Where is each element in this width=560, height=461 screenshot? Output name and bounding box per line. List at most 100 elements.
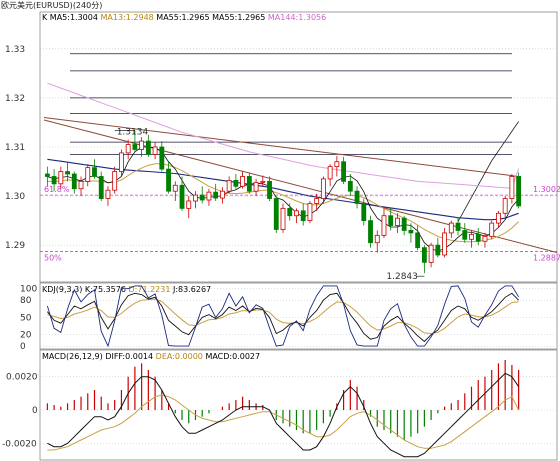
ma144-line: [47, 82, 520, 189]
candle-body: [496, 212, 501, 224]
legend-entry: MA144:1.3056: [268, 13, 326, 22]
y-tick-label: 1.33: [5, 45, 25, 55]
window-title: 欧元美元: [1, 1, 33, 10]
candle-body: [246, 176, 252, 192]
candle-body: [199, 194, 205, 201]
candle-body: [395, 217, 400, 226]
candle-body: [462, 230, 468, 240]
window-title-bar: 欧元美元(EURUSD)(240分): [0, 0, 560, 11]
candle-body: [469, 233, 474, 240]
candle-body: [408, 230, 414, 234]
candle-body: [267, 180, 272, 199]
candle-body: [448, 222, 454, 234]
candle-body: [166, 168, 171, 192]
y-tick-label: 0: [20, 342, 26, 352]
macd-panel: MACD(26,12,9) DIFF:0.0014 DEA:0.0000 MAC…: [2, 349, 558, 461]
legend-entry: J:83.6267: [172, 285, 211, 294]
drawn-line: [491, 121, 519, 161]
candle-body: [44, 173, 50, 177]
candle-body: [381, 215, 387, 236]
legend-entry: MACD(26,12,9): [42, 352, 103, 361]
panel-legend: MACD(26,12,9) DIFF:0.0014 DEA:0.0000 MAC…: [42, 352, 260, 361]
candle-body: [489, 222, 495, 237]
candle-body: [51, 176, 57, 185]
candle-body: [78, 180, 84, 190]
y-tick-label: 1.30: [5, 192, 25, 202]
drawn-line: [457, 160, 493, 222]
y-tick-label: 50: [20, 313, 32, 323]
candle-body: [361, 203, 367, 222]
ma55-line: [47, 158, 519, 221]
candle-body: [226, 179, 232, 192]
y-tick-label: 1.32: [5, 94, 25, 104]
macd-diff-line: [47, 372, 520, 458]
kdj-d-line: [47, 298, 519, 335]
y-tick-label: 80: [20, 296, 32, 306]
candle-body: [213, 191, 219, 199]
candle-body: [455, 222, 461, 231]
legend-entry: MA55:1.2965: [212, 13, 265, 22]
candle-body: [509, 176, 515, 199]
candle-body: [85, 167, 91, 182]
candle-body: [186, 200, 192, 209]
candle-body: [482, 235, 488, 242]
candle-body: [374, 234, 380, 244]
candle-body: [347, 180, 353, 192]
candle-body: [139, 140, 145, 150]
kdj-k-line: [47, 292, 519, 343]
candle-body: [105, 189, 111, 199]
y-tick-label: -0.0020: [2, 439, 37, 449]
candle-body: [152, 146, 158, 155]
legend-entry: MA55:1.2965: [156, 13, 209, 22]
candle-body: [502, 198, 508, 214]
candle-body: [159, 146, 165, 170]
y-tick-label: 20: [20, 331, 32, 341]
price-panel: K MA5:1.3004 MA13:1.2948 MA55:1.2965 MA5…: [5, 11, 560, 283]
candle-body: [388, 215, 394, 226]
candle-body: [415, 232, 421, 249]
legend-entry: K: [42, 13, 48, 22]
kdj-panel: KDJ(9,3,3) K:75.3576 D:71.2231 J:83.6267…: [20, 282, 558, 352]
fib-50-value: 1.2887: [533, 254, 560, 263]
candle-body: [294, 210, 299, 217]
legend-entry: MACD:0.0027: [205, 352, 260, 361]
candle-body: [65, 171, 70, 175]
candle-body: [132, 144, 138, 150]
candle-body: [421, 247, 427, 263]
fib-618-label: 61.8%: [44, 185, 70, 194]
candle-body: [428, 244, 434, 263]
candle-body: [58, 171, 64, 185]
candle-body: [442, 232, 447, 256]
symbol-code: (EURUSD): [33, 1, 73, 10]
trendline: [43, 117, 519, 177]
legend-entry: DEA:0.0000: [156, 352, 203, 361]
y-tick-label: 1.29: [5, 241, 25, 251]
candle-body: [193, 194, 198, 202]
candle-body: [219, 190, 225, 199]
fib-618-value: 1.3002: [533, 185, 560, 194]
legend-entry: KDJ(9,3,3): [42, 285, 82, 294]
candle-body: [98, 176, 104, 199]
candle-body: [253, 181, 259, 192]
candle-body: [334, 161, 340, 168]
candle-body: [172, 184, 178, 192]
candle-body: [314, 198, 320, 204]
candle-body: [435, 244, 441, 256]
legend-entry: D:71.2231: [129, 285, 171, 294]
y-tick-label: 100: [20, 285, 37, 295]
candle-body: [233, 179, 239, 187]
candle-body: [206, 191, 212, 201]
fib-50-label: 50%: [44, 254, 62, 263]
y-tick-label: 1.31: [5, 143, 25, 153]
legend-entry: MA5:1.3004: [50, 13, 98, 22]
candle-body: [145, 140, 151, 155]
panel-legend: K MA5:1.3004 MA13:1.2948 MA55:1.2965 MA5…: [42, 13, 326, 22]
ma13-line: [47, 163, 519, 243]
kdj-j-line: [46, 285, 519, 348]
candle-body: [320, 178, 326, 199]
candle-body: [300, 210, 306, 222]
macd-dea-line: [47, 394, 520, 451]
candle-body: [475, 233, 481, 242]
candle-body: [112, 171, 118, 191]
